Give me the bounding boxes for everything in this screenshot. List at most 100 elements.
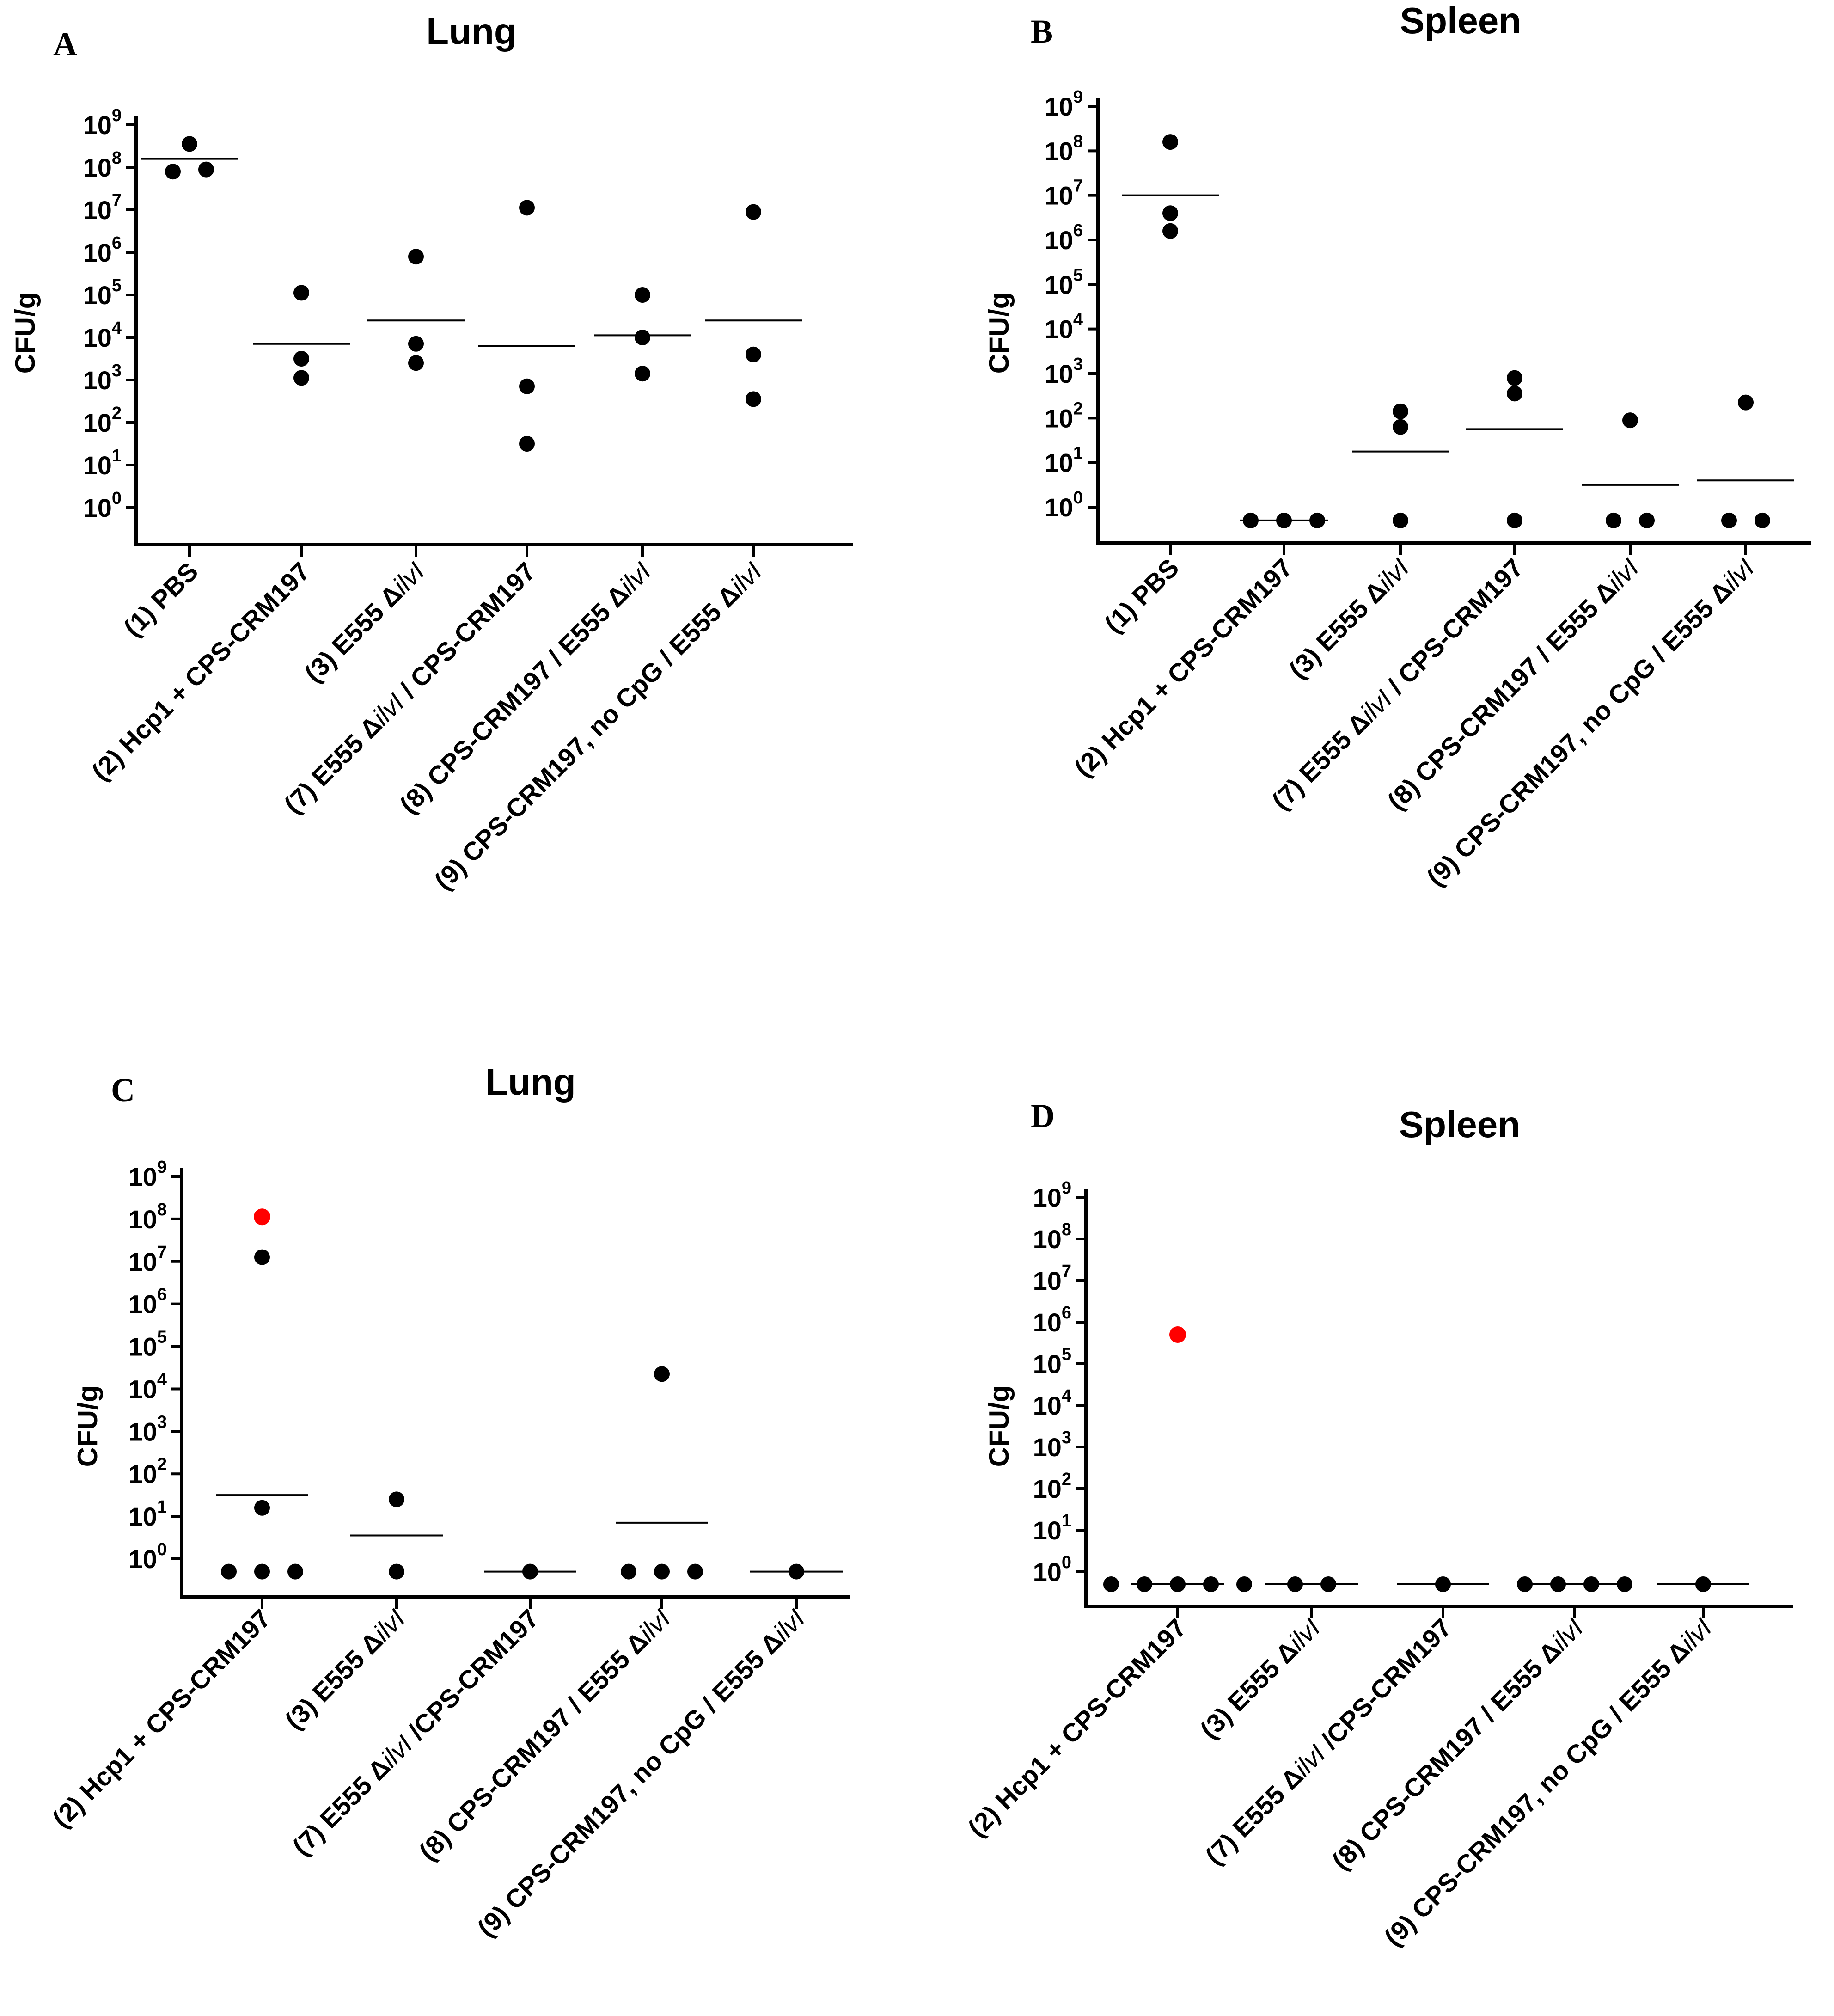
y-axis-label: CFU/g — [10, 292, 41, 374]
y-tick-label: 102 — [1045, 399, 1083, 433]
category-label-text: (7) E555 Δ — [278, 710, 387, 819]
y-tick-base: 10 — [83, 366, 112, 395]
x-category-label: (8) CPS-CRM197 / E555 ΔilvI — [413, 1604, 676, 1866]
y-tick-base: 10 — [1045, 226, 1073, 255]
chart-panel-a: A LungCFU/g100101102103104105106107108109… — [10, 11, 853, 895]
data-point — [1517, 1576, 1533, 1592]
y-tick-label: 102 — [83, 404, 122, 437]
chart-panel-d: D SpleenCFU/g1001011021031041051061071081… — [962, 1097, 1793, 1952]
data-point — [522, 1563, 538, 1580]
chart-title: Lung — [426, 11, 516, 52]
y-tick-exponent: 4 — [157, 1370, 167, 1389]
panel-letter: D — [1031, 1097, 1055, 1134]
x-category-label: (8) CPS-CRM197 / E555 ΔilvI — [1326, 1613, 1589, 1875]
y-tick-label: 101 — [1045, 444, 1083, 478]
y-tick-base: 10 — [128, 1247, 157, 1276]
category-label-text: (8) CPS-CRM197 / E555 Δ — [394, 579, 634, 819]
y-tick-base: 10 — [128, 1502, 157, 1531]
y-tick-exponent: 7 — [1062, 1262, 1071, 1281]
data-point — [165, 164, 181, 180]
data-point — [198, 161, 214, 178]
y-tick-label: 107 — [83, 191, 122, 225]
category-label-text: (2) Hcp1 + CPS-CRM197 — [1069, 553, 1298, 783]
y-tick-label: 100 — [83, 489, 122, 522]
chart-panel-c: C LungCFU/g100101102103104105106107108109… — [47, 1061, 850, 1942]
data-point — [1639, 512, 1655, 528]
y-tick-base: 10 — [83, 323, 112, 352]
y-tick-label: 103 — [83, 361, 122, 395]
y-tick-base: 10 — [1033, 1225, 1062, 1254]
panel-letter: A — [53, 26, 77, 63]
category-label-text: (8) CPS-CRM197 / E555 Δ — [413, 1626, 654, 1866]
y-tick-base: 10 — [1045, 493, 1073, 522]
data-point — [1755, 512, 1770, 528]
y-tick-base: 10 — [83, 451, 112, 480]
y-tick-base: 10 — [1045, 181, 1073, 210]
y-tick-base: 10 — [83, 110, 112, 140]
y-tick-exponent: 5 — [157, 1328, 167, 1347]
x-category-label: (2) Hcp1 + CPS-CRM197 — [86, 557, 316, 786]
y-tick-label: 101 — [128, 1497, 167, 1531]
data-point — [254, 1249, 270, 1265]
data-point — [221, 1563, 237, 1580]
y-tick-base: 10 — [128, 1332, 157, 1361]
y-tick-label: 107 — [1045, 177, 1083, 210]
y-tick-label: 102 — [1033, 1470, 1071, 1503]
y-tick-exponent: 7 — [112, 191, 122, 210]
y-tick-exponent: 9 — [1073, 87, 1083, 107]
data-point — [389, 1491, 404, 1507]
x-category-label: (2) Hcp1 + CPS-CRM197 — [47, 1604, 276, 1833]
y-axis-label: CFU/g — [984, 1385, 1015, 1467]
y-tick-label: 104 — [1045, 310, 1083, 344]
x-category-label: (1) PBS — [1099, 553, 1184, 638]
data-point — [519, 436, 535, 452]
y-tick-exponent: 5 — [1062, 1345, 1071, 1364]
data-point — [1162, 223, 1178, 239]
x-category-label: (2) Hcp1 + CPS-CRM197 — [1069, 553, 1298, 783]
y-tick-base: 10 — [1045, 136, 1073, 165]
data-point — [519, 378, 535, 394]
y-tick-base: 10 — [83, 153, 112, 182]
category-label-text: (3) E555 Δ — [1283, 575, 1392, 684]
data-point — [1170, 1576, 1186, 1592]
y-tick-exponent: 0 — [1073, 488, 1083, 508]
y-tick-label: 104 — [1033, 1386, 1071, 1420]
x-category-label: (1) PBS — [118, 557, 203, 642]
data-point — [1721, 512, 1737, 528]
data-point — [1622, 412, 1638, 429]
category-label-text: (2) Hcp1 + CPS-CRM197 — [47, 1604, 276, 1833]
data-point-red — [1169, 1326, 1186, 1343]
y-tick-exponent: 1 — [157, 1497, 167, 1517]
y-tick-exponent: 3 — [157, 1412, 167, 1432]
category-label-text: (3) E555 Δ — [279, 1626, 388, 1735]
data-point — [1583, 1576, 1599, 1592]
data-point — [621, 1563, 636, 1580]
y-tick-exponent: 2 — [157, 1455, 167, 1474]
x-category-label: (2) Hcp1 + CPS-CRM197 — [962, 1613, 1192, 1843]
y-tick-label: 100 — [1045, 488, 1083, 522]
y-axis-label: CFU/g — [984, 292, 1015, 374]
y-tick-exponent: 6 — [157, 1285, 167, 1305]
y-tick-exponent: 3 — [1073, 355, 1083, 374]
y-tick-exponent: 9 — [112, 106, 122, 125]
data-point — [1243, 512, 1259, 528]
data-point — [1393, 512, 1408, 528]
y-tick-exponent: 8 — [1073, 132, 1083, 151]
y-tick-label: 107 — [1033, 1262, 1071, 1295]
category-label-text: (7) E555 Δ — [287, 1752, 396, 1861]
data-point — [687, 1563, 703, 1580]
y-tick-base: 10 — [128, 1290, 157, 1319]
data-point — [746, 204, 761, 220]
y-tick-label: 105 — [1033, 1345, 1071, 1379]
y-tick-base: 10 — [1033, 1557, 1062, 1587]
y-tick-label: 109 — [83, 106, 122, 140]
y-tick-base: 10 — [1033, 1516, 1062, 1545]
y-tick-exponent: 4 — [1073, 310, 1083, 330]
y-tick-label: 100 — [1033, 1553, 1071, 1587]
y-tick-base: 10 — [128, 1544, 157, 1574]
y-tick-exponent: 4 — [112, 319, 122, 338]
y-tick-label: 109 — [128, 1158, 167, 1191]
y-tick-exponent: 4 — [1062, 1386, 1071, 1406]
y-tick-base: 10 — [83, 238, 112, 267]
